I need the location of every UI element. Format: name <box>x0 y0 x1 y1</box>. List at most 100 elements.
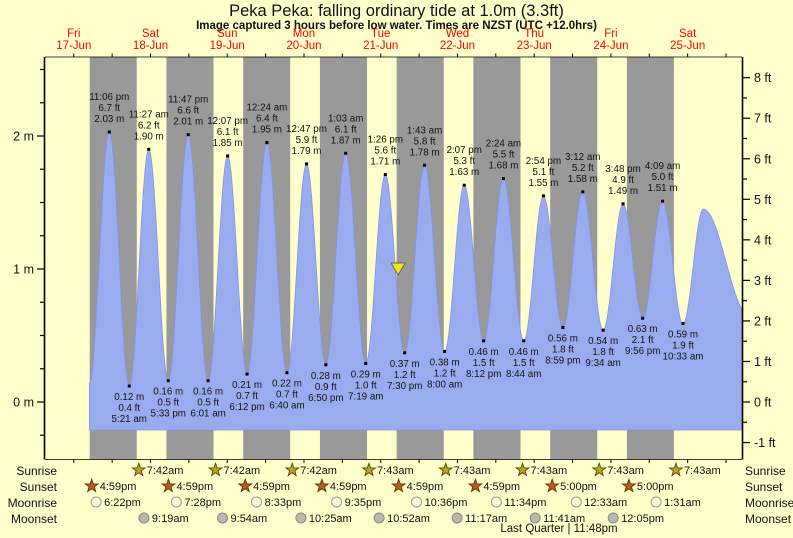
moonrise-time-label: 8:33pm <box>265 497 302 509</box>
day-name-label: Tue <box>371 28 390 40</box>
tide-time-label: 11:27 am <box>129 109 169 120</box>
tide-extreme-dot <box>383 173 387 177</box>
tide-time-label: 6:01 am <box>190 409 225 420</box>
sunset-icon <box>160 477 177 493</box>
sunset-icon <box>544 477 560 493</box>
day-date-label: 20-Jun <box>286 40 321 52</box>
sunrise-icon <box>361 461 377 477</box>
low-tide-annotation: 0.54 m1.8 ft9:34 am <box>585 328 621 369</box>
low-tide-annotation: 0.16 m0.5 ft6:01 am <box>190 379 226 420</box>
moonset-icon <box>451 512 463 524</box>
day-name-label: Thu <box>524 28 544 40</box>
tide-ft-label: 6.7 ft <box>98 103 120 114</box>
day-date-label: 22-Jun <box>440 40 475 52</box>
tide-ft-label: 0.4 ft <box>118 403 140 414</box>
moonset-time-label: 11:17am <box>465 513 507 525</box>
sunset-time-label: 4:59pm <box>330 481 367 493</box>
moonrise-time-label: 12:33am <box>584 497 627 509</box>
tide-ft-label: 1.0 ft <box>355 380 377 391</box>
tide-ft-label: 1.8 ft <box>552 345 574 356</box>
tide-time-label: 2:24 am <box>486 139 521 150</box>
high-tide-annotation: 1:26 pm5.6 ft1.71 m <box>368 135 403 177</box>
tide-ft-label: 0.7 ft <box>236 391 258 402</box>
high-tide-annotation: 11:06 pm6.7 ft2.03 m <box>89 92 129 134</box>
tide-m-label: 0.46 m <box>469 347 499 358</box>
sunset-time-label: 4:59pm <box>253 481 290 493</box>
tide-ft-label: 2.1 ft <box>632 335 654 346</box>
sunrise-icon <box>130 461 147 477</box>
tide-ft-label: 1.9 ft <box>672 341 694 352</box>
page-title: Peka Peka: falling ordinary tide at 1.0m… <box>229 2 564 20</box>
y-axis-left-label: 1 m <box>13 263 34 277</box>
tide-extreme-dot <box>344 151 348 155</box>
tide-extreme-dot <box>127 384 131 388</box>
y-axis-right-label: -1 ft <box>754 436 776 450</box>
moonset-icon <box>295 512 307 524</box>
tide-time-label: 2:07 pm <box>447 145 482 156</box>
sunrise-icon <box>591 461 608 477</box>
tide-ft-label: 0.7 ft <box>276 390 298 401</box>
tide-time-label: 8:59 pm <box>545 356 580 367</box>
moonrise-row: 6:22pm 7:28pm 8:33pm 9:35pm 10:36pm 11:34pm 12… <box>90 496 701 509</box>
day-name-label: Wed <box>446 28 469 40</box>
sunrise-row-label-right: Sunrise <box>745 464 786 478</box>
tide-ft-label: 6.1 ft <box>335 124 357 135</box>
tide-time-label: 7:30 pm <box>387 381 422 392</box>
tide-m-label: 0.54 m <box>588 336 618 347</box>
y-axis-right-label: 1 ft <box>754 355 772 369</box>
y-axis-right-label: 8 ft <box>754 71 772 85</box>
tide-time-label: 2:54 pm <box>526 156 561 167</box>
tide-m-label: 1.71 m <box>370 157 400 168</box>
sunrise-time-label: 7:43am <box>684 465 721 477</box>
moonrise-icon <box>90 496 102 508</box>
low-tide-annotation: 0.56 m1.8 ft8:59 pm <box>545 326 581 367</box>
y-axis-right-label: 2 ft <box>754 314 772 328</box>
y-axis-right-label: 0 ft <box>754 396 772 410</box>
moonset-icon <box>217 512 229 524</box>
low-tide-annotation: 0.46 m1.5 ft8:12 pm <box>466 339 501 380</box>
tide-time-label: 5:21 am <box>112 414 147 425</box>
day-labels: Fri17-JunSat18-JunSun19-JunMon20-JunTue2… <box>56 28 705 52</box>
page-subtitle: Image captured 3 hours before low water.… <box>196 20 597 32</box>
y-axis-right-label: 4 ft <box>754 233 772 247</box>
tide-time-label: 8:00 am <box>427 379 462 390</box>
tide-ft-label: 4.9 ft <box>612 175 634 186</box>
moonrise-time-label: 9:35pm <box>345 497 382 509</box>
sunset-time-label: 4:59pm <box>176 481 213 493</box>
day-name-label: Sat <box>679 28 697 40</box>
tide-extreme-dot <box>681 322 685 326</box>
moonrise-time-label: 7:28pm <box>184 497 221 509</box>
tide-extreme-dot <box>265 141 269 145</box>
sunrise-time-label: 7:42am <box>147 465 184 477</box>
day-date-label: 25-Jun <box>670 40 705 52</box>
day-name-label: Sun <box>217 28 237 40</box>
tide-m-label: 1.55 m <box>528 178 558 189</box>
tide-ft-label: 5.9 ft <box>296 135 318 146</box>
tide-m-label: 1.78 m <box>410 147 440 158</box>
tide-time-label: 9:56 pm <box>625 346 660 357</box>
moonset-time-label: 9:54am <box>231 513 268 525</box>
moonset-time-label: 10:52am <box>387 513 430 525</box>
tide-time-label: 6:40 am <box>269 401 304 412</box>
day-date-label: 18-Jun <box>133 40 168 52</box>
sunrise-row-label-left: Sunrise <box>16 464 57 478</box>
sunrise-icon <box>514 461 531 477</box>
moonrise-icon <box>490 496 502 508</box>
moonset-icon <box>529 512 541 524</box>
moonrise-icon <box>570 496 582 508</box>
sunset-icon <box>314 477 330 493</box>
tide-ft-label: 1.2 ft <box>434 368 456 379</box>
tide-time-label: 1:43 am <box>407 125 442 136</box>
tide-extreme-dot <box>147 147 151 151</box>
tide-m-label: 2.01 m <box>173 117 203 128</box>
high-tide-annotation: 11:47 pm6.6 ft2.01 m <box>168 95 208 137</box>
moonrise-row-label-left: Moonrise <box>7 496 57 510</box>
tide-ft-label: 1.2 ft <box>394 370 416 381</box>
tide-ft-label: 6.1 ft <box>217 127 239 138</box>
moonrise-time-label: 1:31am <box>664 497 701 509</box>
tide-m-label: 2.03 m <box>94 114 124 125</box>
low-tide-annotation: 0.12 m0.4 ft5:21 am <box>112 384 147 425</box>
sunrise-row: 7:42am 7:42am 7:42am 7:43am 7:43am 7:43am 7:43… <box>130 461 721 477</box>
tide-m-label: 0.16 m <box>153 387 183 398</box>
